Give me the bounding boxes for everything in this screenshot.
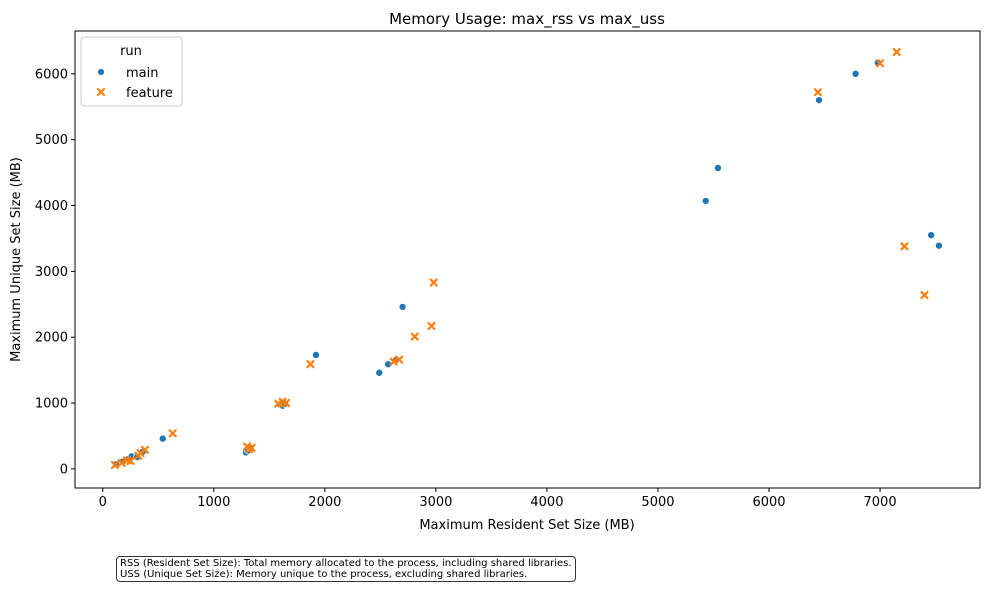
x-tick-label: 6000 — [752, 495, 785, 510]
point-feature — [875, 59, 885, 68]
y-axis: 0 1000 2000 3000 4000 5000 6000 — [35, 67, 75, 477]
point-feature — [117, 458, 126, 468]
legend-marker-feature — [96, 87, 106, 97]
point-main — [398, 302, 407, 311]
x-tick-label: 3000 — [419, 495, 452, 510]
y-tick-label: 0 — [60, 462, 68, 477]
legend: run main feature — [80, 36, 183, 107]
y-axis-label: Maximum Unique Set Size (MB) — [9, 157, 24, 362]
point-feature — [274, 399, 283, 408]
point-main — [713, 163, 722, 172]
footnote-box: RSS (Resident Set Size): Total memory al… — [116, 556, 576, 582]
y-tick-label: 3000 — [35, 265, 68, 280]
y-tick-label: 6000 — [35, 67, 68, 82]
footnote-rss: RSS (Resident Set Size): Total memory al… — [120, 558, 572, 569]
legend-title: run — [120, 44, 142, 59]
legend-label-main: main — [126, 66, 158, 81]
point-main — [814, 96, 823, 105]
point-main — [311, 350, 320, 359]
legend-marker-main — [97, 68, 105, 76]
plot-frame — [74, 30, 981, 489]
point-main — [701, 196, 710, 205]
point-feature — [920, 290, 929, 300]
point-main — [927, 231, 936, 240]
x-tick-label: 7000 — [864, 495, 897, 510]
y-tick-label: 2000 — [35, 331, 68, 346]
x-axis-label: Maximum Resident Set Size (MB) — [419, 518, 634, 533]
point-feature — [140, 445, 150, 454]
legend-label-feature: feature — [126, 86, 173, 101]
point-main — [375, 368, 384, 377]
point-main — [158, 434, 167, 443]
footnote-uss: USS (Unique Set Size): Memory unique to … — [120, 569, 528, 580]
legend-box — [80, 36, 183, 107]
point-feature — [395, 355, 404, 364]
point-feature — [410, 332, 419, 341]
x-tick-label: 0 — [99, 495, 107, 510]
point-main — [934, 241, 943, 250]
point-feature — [900, 242, 909, 251]
point-feature — [429, 278, 438, 287]
y-tick-label: 4000 — [35, 199, 68, 214]
point-main — [851, 69, 860, 78]
point-feature — [247, 443, 256, 452]
y-tick-label: 1000 — [35, 397, 68, 412]
chart-title: Memory Usage: max_rss vs max_uss — [389, 10, 665, 29]
point-feature — [306, 360, 315, 369]
point-feature — [110, 460, 120, 470]
x-tick-label: 4000 — [530, 495, 563, 510]
point-feature — [126, 456, 135, 466]
point-feature — [813, 88, 822, 97]
plot-marks — [110, 47, 943, 470]
point-feature — [892, 47, 901, 57]
x-tick-label: 2000 — [308, 495, 341, 510]
point-feature — [427, 321, 436, 331]
point-feature — [389, 357, 398, 366]
y-tick-label: 5000 — [35, 133, 68, 148]
point-feature — [168, 429, 177, 438]
x-axis: 0 1000 2000 3000 4000 5000 6000 7000 — [99, 488, 897, 510]
point-feature — [281, 398, 291, 408]
x-tick-label: 5000 — [641, 495, 674, 510]
x-tick-label: 1000 — [197, 495, 230, 510]
